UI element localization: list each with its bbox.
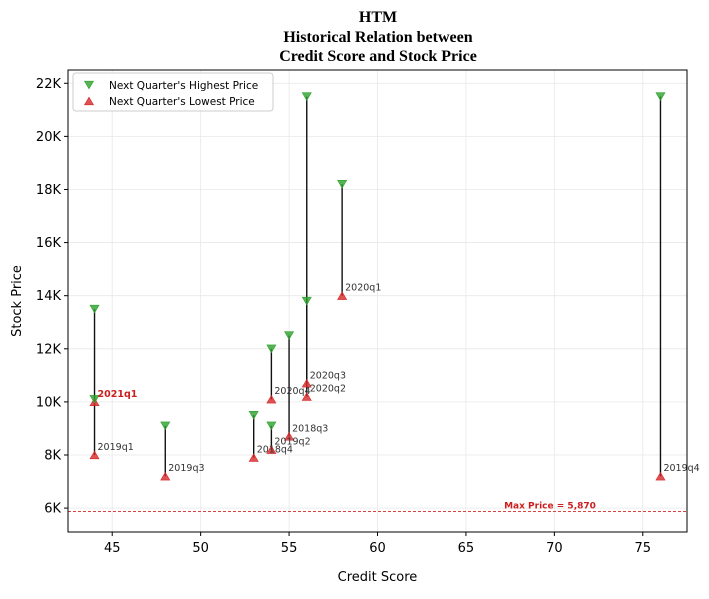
legend-low-marker xyxy=(83,96,95,106)
low-price-marker xyxy=(301,378,312,388)
legend-box xyxy=(72,72,274,112)
point-label: 2020q2 xyxy=(310,384,346,395)
y-tick-label: 22K xyxy=(36,77,62,92)
chart-title-line: Historical Relation between xyxy=(283,29,472,46)
point-label: 2021q1 xyxy=(98,389,138,400)
x-tick-label: 60 xyxy=(369,541,386,556)
x-tick-label: 65 xyxy=(458,541,475,556)
legend: Next Quarter's Highest Price Next Quarter… xyxy=(72,72,274,112)
point-label: 2020q1 xyxy=(345,283,381,294)
low-price-marker xyxy=(337,291,348,300)
low-price-marker xyxy=(266,394,277,404)
chart-title-line: HTM xyxy=(359,9,397,26)
point-label: 2018q3 xyxy=(292,423,328,434)
x-axis-label: Credit Score xyxy=(338,570,418,585)
point-label: 2020q3 xyxy=(310,370,346,381)
high-price-marker xyxy=(160,421,171,431)
low-price-marker xyxy=(301,392,312,401)
max-price-label: Max Price = 5,870 xyxy=(504,502,596,512)
high-price-marker xyxy=(266,344,277,354)
x-tick-label: 50 xyxy=(192,541,209,556)
y-tick-label: 16K xyxy=(36,236,62,251)
point-label: 2019q1 xyxy=(98,442,134,453)
x-tick-label: 45 xyxy=(104,541,121,556)
low-price-marker xyxy=(655,471,666,481)
high-price-marker xyxy=(301,92,312,101)
point-label: 2019q3 xyxy=(168,463,204,474)
legend-label-high: Next Quarter's Highest Price xyxy=(109,80,258,92)
legend-label-low: Next Quarter's Lowest Price xyxy=(109,96,255,108)
low-price-marker xyxy=(248,453,259,462)
point-label: 2020q4 xyxy=(274,386,310,397)
low-price-marker xyxy=(89,450,100,460)
y-tick-label: 20K xyxy=(36,130,62,145)
high-price-marker xyxy=(284,331,295,340)
x-tick-label: 70 xyxy=(546,541,563,556)
high-price-marker xyxy=(89,395,100,404)
y-axis-label: Stock Price xyxy=(10,265,25,337)
point-label: 2019q2 xyxy=(274,437,310,448)
legend-high-marker xyxy=(83,80,95,90)
point-label: 2018q4 xyxy=(257,445,293,456)
point-label: 2019q4 xyxy=(663,463,699,474)
x-tick-label: 55 xyxy=(281,541,298,556)
high-price-marker xyxy=(89,304,100,314)
high-price-marker xyxy=(266,421,277,431)
y-tick-label: 14K xyxy=(36,289,62,304)
y-tick-label: 6K xyxy=(44,502,61,517)
low-price-marker xyxy=(284,431,295,441)
x-tick-label: 75 xyxy=(635,541,652,556)
y-tick-label: 18K xyxy=(36,183,62,198)
low-price-marker xyxy=(266,445,277,454)
y-tick-label: 10K xyxy=(36,395,62,410)
chart-title-line: Credit Score and Stock Price xyxy=(279,48,477,65)
low-price-marker xyxy=(160,471,171,481)
high-price-marker xyxy=(655,92,666,101)
y-tick-label: 12K xyxy=(36,342,62,357)
high-price-marker xyxy=(337,180,348,189)
y-tick-label: 8K xyxy=(44,449,61,464)
high-price-marker xyxy=(301,296,312,306)
high-price-marker xyxy=(248,411,259,420)
